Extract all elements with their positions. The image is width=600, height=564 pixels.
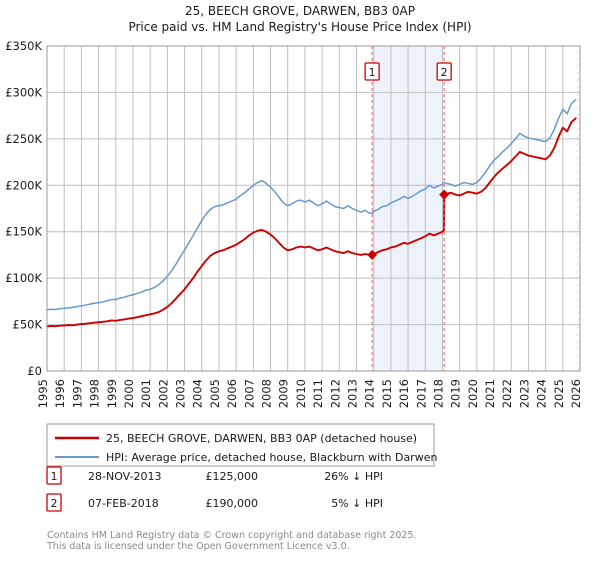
- series-line-hpi: [46, 99, 577, 311]
- transaction-date: 28-NOV-2013: [88, 470, 162, 483]
- x-tick-label: 2009: [277, 379, 291, 408]
- x-tick-label: 2014: [363, 379, 377, 408]
- x-tick-label: 2021: [483, 379, 497, 408]
- footer-line-1: Contains HM Land Registry data © Crown c…: [47, 530, 417, 541]
- y-tick-label: £50K: [13, 318, 43, 332]
- x-tick-label: 2008: [260, 379, 274, 408]
- transaction-date: 07-FEB-2018: [88, 497, 159, 510]
- transaction-hpi-delta: 26% ↓ HPI: [324, 470, 383, 483]
- x-tick-label: 1998: [88, 379, 102, 408]
- footer-line-2: This data is licensed under the Open Gov…: [46, 541, 350, 552]
- transaction-index-box[interactable]: [46, 493, 62, 512]
- y-tick-label: £350K: [5, 39, 42, 53]
- x-tick-label: 2003: [174, 379, 188, 408]
- sale-label-box[interactable]: [436, 62, 452, 81]
- x-tick-label: 2019: [449, 379, 463, 408]
- x-tick-label: 1995: [36, 379, 50, 408]
- x-tick-label: 2018: [432, 379, 446, 408]
- x-tick-label: 2005: [208, 379, 222, 408]
- series-line-price-paid: [46, 117, 577, 328]
- x-tick-label: 2020: [466, 379, 480, 408]
- legend-label: 25, BEECH GROVE, DARWEN, BB3 0AP (detach…: [106, 432, 417, 445]
- x-tick-label: 2017: [414, 379, 428, 408]
- chart-title: 25, BEECH GROVE, DARWEN, BB3 0AP: [185, 4, 415, 18]
- x-tick-label: 2012: [328, 379, 342, 408]
- transaction-index-number: 1: [51, 470, 58, 483]
- y-tick-label: £0: [27, 364, 42, 378]
- x-tick-label: 2026: [569, 379, 583, 408]
- chart-subtitle: Price paid vs. HM Land Registry's House …: [128, 20, 471, 34]
- sale-point-marker[interactable]: [439, 189, 450, 200]
- x-tick-label: 2011: [311, 379, 325, 408]
- y-tick-label: £100K: [5, 271, 42, 285]
- transaction-index-box[interactable]: [46, 466, 62, 485]
- x-tick-label: 2001: [139, 379, 153, 408]
- y-tick-label: £150K: [5, 225, 42, 239]
- x-tick-label: 2022: [500, 379, 514, 408]
- x-tick-label: 2004: [191, 379, 205, 408]
- y-tick-label: £200K: [5, 178, 42, 192]
- x-tick-label: 2002: [156, 379, 170, 408]
- transaction-hpi-delta: 5% ↓ HPI: [331, 497, 383, 510]
- y-tick-label: £300K: [5, 85, 42, 99]
- x-tick-label: 1997: [70, 379, 84, 408]
- transaction-price: £190,000: [206, 497, 259, 510]
- x-tick-label: 2025: [552, 379, 566, 408]
- y-tick-label: £250K: [5, 132, 42, 146]
- x-tick-label: 1999: [105, 379, 119, 408]
- sale-label-number: 1: [369, 66, 376, 79]
- x-tick-label: 1996: [53, 379, 67, 408]
- x-tick-label: 2007: [242, 379, 256, 408]
- transaction-index-number: 2: [51, 497, 58, 510]
- sale-point-marker[interactable]: [367, 249, 378, 260]
- x-tick-label: 2010: [294, 379, 308, 408]
- x-tick-label: 2024: [535, 379, 549, 408]
- no-data-hatch: [576, 46, 580, 371]
- x-tick-label: 2023: [517, 379, 531, 408]
- sale-label-number: 2: [441, 66, 448, 79]
- x-tick-label: 2000: [122, 379, 136, 408]
- x-tick-label: 2006: [225, 379, 239, 408]
- x-tick-label: 2016: [397, 379, 411, 408]
- transaction-price: £125,000: [206, 470, 259, 483]
- x-tick-label: 2013: [346, 379, 360, 408]
- sale-label-box[interactable]: [364, 62, 380, 81]
- x-tick-label: 2015: [380, 379, 394, 408]
- legend-label: HPI: Average price, detached house, Blac…: [106, 451, 437, 464]
- plot-frame: [46, 45, 581, 372]
- legend-box: [46, 423, 435, 467]
